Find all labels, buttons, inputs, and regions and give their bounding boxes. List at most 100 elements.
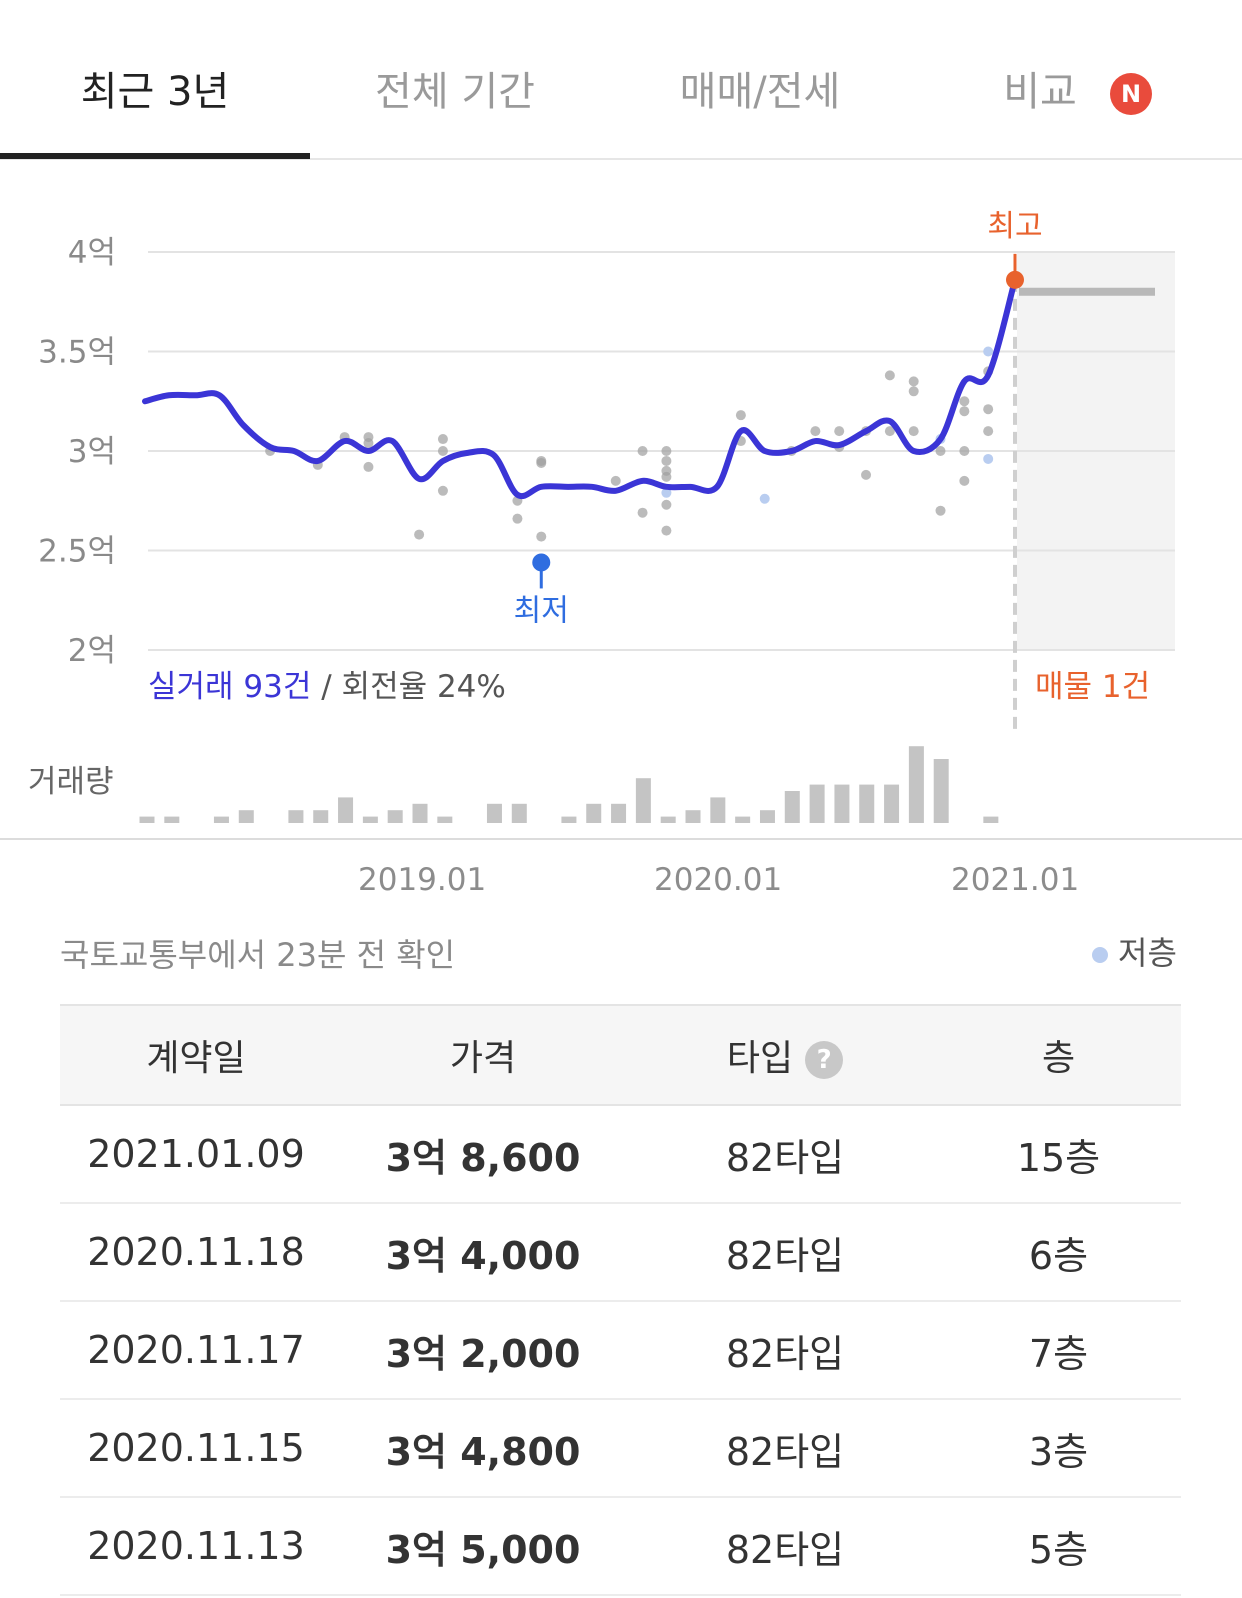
transaction-dot <box>363 461 374 472</box>
transaction-dot <box>884 426 895 437</box>
y-tick-label: 3.5억 <box>38 335 116 371</box>
header-floor: 층 <box>936 1004 1181 1106</box>
transaction-dot <box>661 525 672 536</box>
period-tab-bar: 최근 3년 전체 기간 매매/전세 비교 N <box>0 0 1242 160</box>
y-tick-label: 3억 <box>68 434 116 470</box>
transaction-dot <box>637 446 648 456</box>
cell-type: 82타입 <box>634 1203 936 1302</box>
cell-date: 2021.01.09 <box>60 1105 332 1204</box>
active-tab-indicator <box>0 153 310 159</box>
volume-bar <box>635 778 651 823</box>
table-row: 2021.01.09 3억 8,600 82타입 15층 <box>60 1105 1181 1204</box>
cell-date: 2020.11.17 <box>60 1301 332 1400</box>
header-price: 가격 <box>332 1004 634 1106</box>
transaction-dot <box>983 404 994 415</box>
chart-baseline <box>0 838 1242 840</box>
volume-bar <box>859 784 875 823</box>
turnover-rate: / 회전율 24% <box>311 669 505 705</box>
cell-date: 2020.11.15 <box>60 1399 332 1498</box>
cell-type: 82타입 <box>634 1105 936 1204</box>
transaction-dot <box>834 426 845 437</box>
cell-date: 2020.11.13 <box>60 1497 332 1596</box>
low-floor-dot <box>661 487 672 498</box>
volume-bar <box>586 803 602 823</box>
table-row: 2020.11.18 3억 4,000 82타입 6층 <box>60 1203 1181 1302</box>
transaction-dot <box>661 446 672 456</box>
transaction-dot <box>363 438 374 449</box>
volume-bar <box>362 816 378 823</box>
transaction-dot <box>983 426 994 437</box>
volume-bar <box>685 810 701 823</box>
y-tick-label: 4억 <box>68 235 116 271</box>
transaction-dot <box>861 469 872 480</box>
data-source-note: 국토교통부에서 23분 전 확인 <box>60 936 456 974</box>
transaction-dot <box>959 446 970 456</box>
low-floor-dot <box>983 453 994 464</box>
transaction-dot <box>661 499 672 510</box>
y-tick-label: 2.5억 <box>38 534 116 570</box>
cell-date: 2020.11.18 <box>60 1203 332 1302</box>
volume-bar <box>313 810 329 823</box>
transaction-dot <box>437 446 448 456</box>
transaction-dot <box>536 455 547 466</box>
cell-type: 82타입 <box>634 1399 936 1498</box>
new-badge: N <box>1110 73 1152 115</box>
transaction-dot <box>735 410 746 421</box>
transaction-dot <box>610 475 621 486</box>
volume-bar <box>983 816 999 823</box>
cell-floor: 3층 <box>936 1399 1181 1498</box>
tab-compare[interactable]: 비교 <box>1003 69 1077 115</box>
transaction-dot <box>908 426 919 437</box>
transaction-dot <box>437 434 448 445</box>
cell-floor: 7층 <box>936 1301 1181 1400</box>
cell-price: 3억 2,000 <box>332 1301 634 1400</box>
transaction-dot <box>437 485 448 496</box>
volume-label: 거래량 <box>28 764 114 800</box>
header-type: 타입? <box>634 1004 936 1106</box>
volume-bar <box>511 803 527 823</box>
volume-bar <box>486 803 502 823</box>
volume-bar <box>238 810 254 823</box>
volume-bar <box>387 810 403 823</box>
x-tick-label: 2020.01 <box>654 862 783 898</box>
transaction-dot <box>414 529 425 540</box>
transaction-dot <box>884 370 895 381</box>
cell-floor: 5층 <box>936 1497 1181 1596</box>
cell-price: 3억 4,000 <box>332 1203 634 1302</box>
header-date: 계약일 <box>60 1004 332 1106</box>
transaction-dot <box>810 426 821 437</box>
transaction-dot <box>661 471 672 482</box>
transaction-dot <box>959 475 970 486</box>
volume-bar <box>908 746 924 823</box>
cell-price: 3억 8,600 <box>332 1105 634 1204</box>
tab-sale-jeonse[interactable]: 매매/전세 <box>679 69 841 115</box>
transaction-dot <box>536 531 547 542</box>
volume-bar <box>933 759 949 823</box>
transaction-dot <box>935 505 946 516</box>
cell-price: 3억 5,000 <box>332 1497 634 1596</box>
transaction-dot <box>935 446 946 456</box>
transaction-dot <box>661 455 672 466</box>
transaction-dot <box>637 507 648 518</box>
trade-count: 실거래 93건 <box>148 669 311 705</box>
max-label: 최고 <box>987 209 1042 244</box>
volume-bar <box>735 816 751 823</box>
help-icon[interactable]: ? <box>805 1041 844 1079</box>
volume-bar <box>288 810 304 823</box>
header-type-label: 타입 <box>726 1038 794 1079</box>
low-floor-legend: 저층 <box>1092 928 1177 974</box>
max-marker <box>1006 270 1024 289</box>
transaction-dot <box>908 386 919 397</box>
transaction-dot <box>959 396 970 407</box>
cell-type: 82타입 <box>634 1497 936 1596</box>
volume-bar <box>710 797 726 823</box>
transaction-dot <box>959 406 970 417</box>
tab-all-period[interactable]: 전체 기간 <box>375 69 535 115</box>
tab-recent-3-years[interactable]: 최근 3년 <box>80 69 230 115</box>
transaction-dot <box>512 513 523 524</box>
table-row: 2020.11.17 3억 2,000 82타입 7층 <box>60 1301 1181 1400</box>
low-floor-dot-icon <box>1092 947 1108 963</box>
min-marker <box>532 553 551 572</box>
y-tick-label: 2억 <box>68 633 116 669</box>
